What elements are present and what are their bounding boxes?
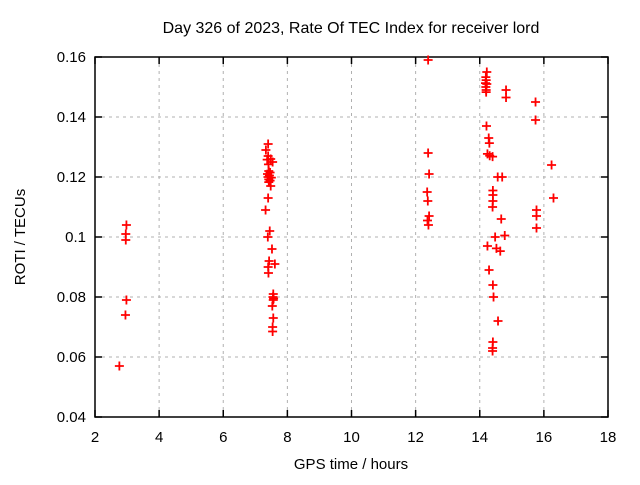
data-point xyxy=(263,232,273,242)
data-point xyxy=(422,216,432,225)
data-point xyxy=(497,172,507,182)
y-tick-label: 0.08 xyxy=(57,289,86,306)
grid-lines xyxy=(95,57,608,417)
data-point xyxy=(268,327,278,336)
data-point xyxy=(500,231,510,240)
y-tick-label: 0.04 xyxy=(57,409,86,426)
data-point xyxy=(482,67,492,77)
data-point xyxy=(422,187,432,197)
data-point xyxy=(547,160,557,170)
data-point xyxy=(531,115,541,125)
y-tick-label: 0.12 xyxy=(57,169,86,186)
data-point xyxy=(262,155,272,165)
data-point xyxy=(264,256,274,266)
data-point xyxy=(532,223,542,233)
data-point xyxy=(265,226,275,236)
x-axis-label: GPS time / hours xyxy=(294,456,408,473)
data-point xyxy=(481,121,491,131)
data-point xyxy=(482,241,492,251)
x-tick-label: 8 xyxy=(283,429,291,446)
data-point xyxy=(488,152,498,162)
data-point xyxy=(121,220,131,230)
data-point xyxy=(489,292,499,302)
y-tick-label: 0.14 xyxy=(57,109,86,126)
data-point xyxy=(261,145,271,155)
x-tick-label: 10 xyxy=(343,429,360,446)
data-point xyxy=(120,310,130,320)
data-point xyxy=(268,295,278,305)
data-point xyxy=(484,265,494,275)
x-tick-label: 14 xyxy=(471,429,488,446)
data-point xyxy=(267,301,277,311)
y-tick-label: 0.06 xyxy=(57,349,86,366)
data-point xyxy=(423,148,433,158)
data-point xyxy=(423,196,433,206)
data-point xyxy=(481,87,491,97)
data-points xyxy=(114,55,558,371)
data-point xyxy=(268,313,278,323)
y-tick-labels: 0.04 0.06 0.08 0.1 0.12 0.14 0.16 xyxy=(57,49,86,426)
x-tick-labels: 2 4 6 8 10 12 14 16 18 xyxy=(91,429,617,446)
data-point xyxy=(532,211,542,221)
data-point xyxy=(114,361,124,371)
data-point xyxy=(501,93,511,102)
data-point xyxy=(263,139,273,149)
data-point xyxy=(495,246,505,256)
x-tick-label: 16 xyxy=(536,429,553,446)
data-point xyxy=(490,232,500,242)
data-point xyxy=(488,280,498,290)
plot-border xyxy=(94,56,609,418)
data-point xyxy=(488,346,498,356)
data-point xyxy=(484,138,494,148)
data-point xyxy=(267,244,277,254)
data-point xyxy=(423,220,433,230)
x-tick-label: 4 xyxy=(155,429,163,446)
data-point xyxy=(496,214,506,224)
x-tick-label: 18 xyxy=(600,429,617,446)
data-point xyxy=(424,211,434,221)
data-point xyxy=(548,193,558,203)
data-point xyxy=(270,259,280,269)
data-point xyxy=(263,268,273,278)
data-point xyxy=(121,295,131,305)
y-axis-label: ROTI / TECUs xyxy=(12,189,29,285)
y-tick-label: 0.16 xyxy=(57,49,86,66)
data-point xyxy=(488,202,498,212)
x-tick-label: 2 xyxy=(91,429,99,446)
data-point xyxy=(121,235,131,245)
data-point xyxy=(424,169,434,179)
data-point xyxy=(266,181,276,191)
data-point xyxy=(261,205,271,215)
x-tick-label: 12 xyxy=(407,429,424,446)
data-point xyxy=(423,55,433,65)
chart-title: Day 326 of 2023, Rate Of TEC Index for r… xyxy=(163,20,540,37)
y-tick-label: 0.1 xyxy=(65,229,86,246)
x-tick-label: 6 xyxy=(219,429,227,446)
data-point xyxy=(263,193,273,203)
data-point xyxy=(531,97,541,107)
data-point xyxy=(493,316,503,326)
